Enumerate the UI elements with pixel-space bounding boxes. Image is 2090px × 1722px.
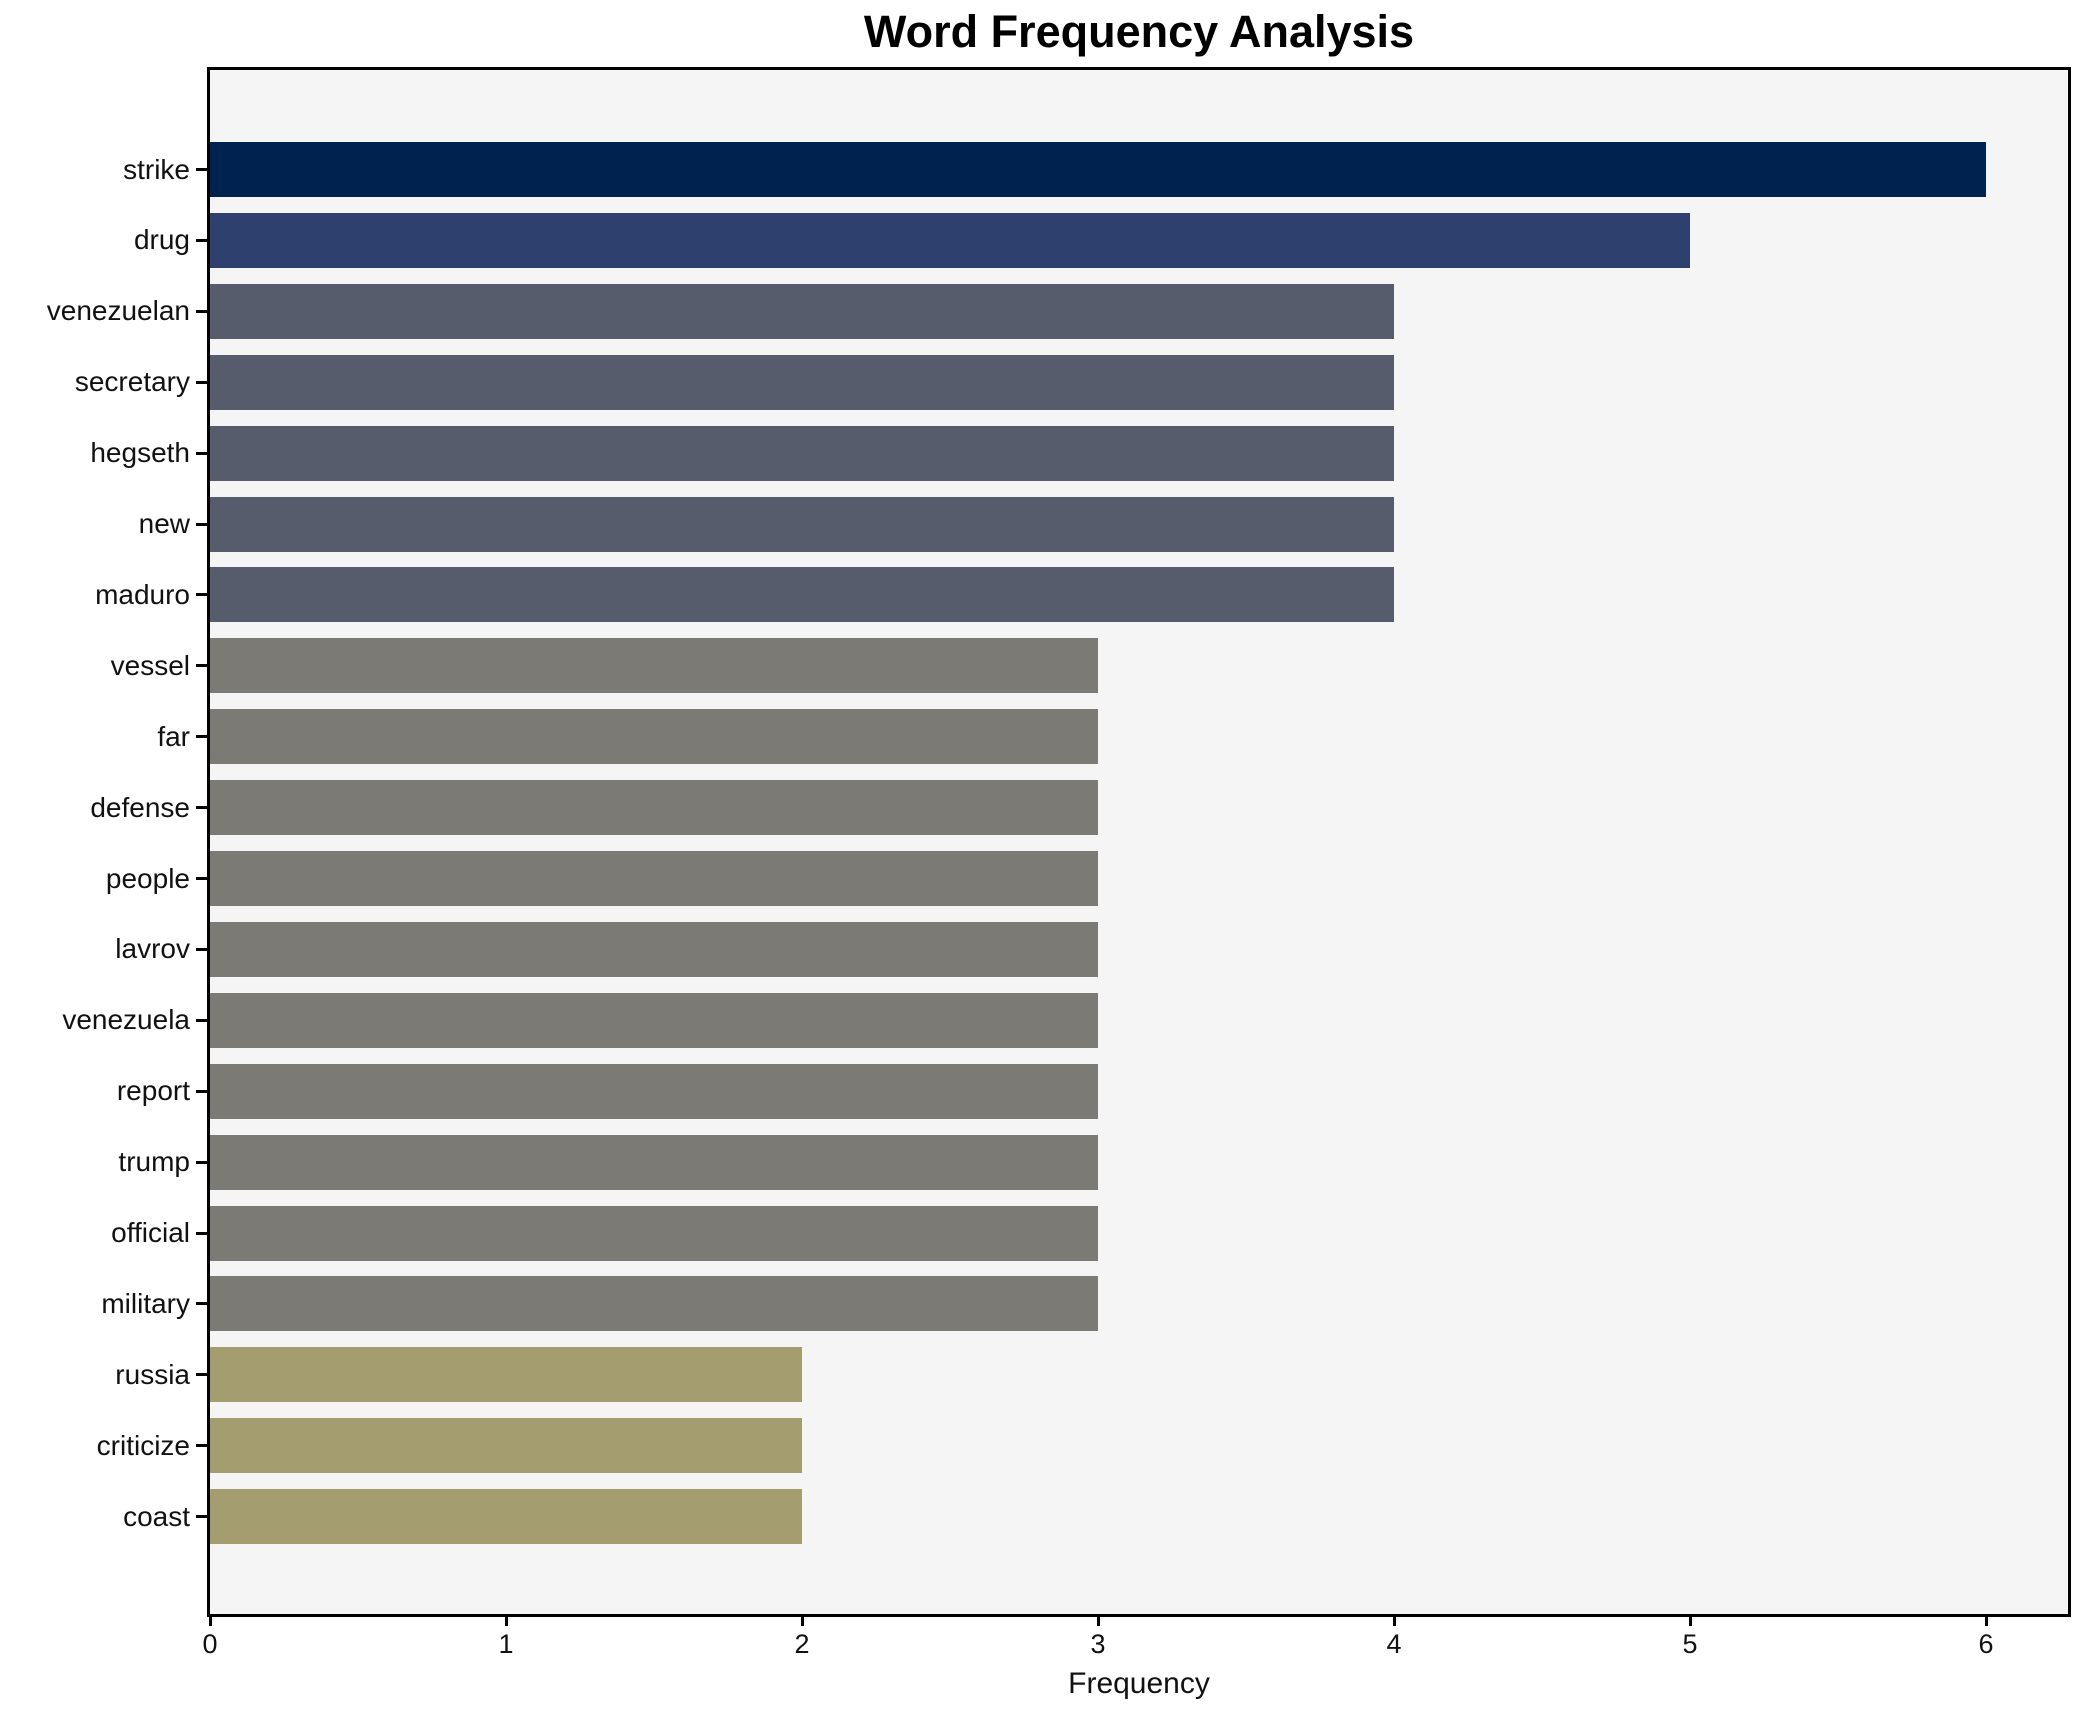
bar-hegseth <box>210 425 1394 481</box>
y-tick-mark-military <box>196 1302 209 1306</box>
x-tick-mark-6 <box>1984 1615 1988 1626</box>
bar-trump <box>210 1134 1098 1190</box>
y-tick-mark-hegseth <box>196 451 209 455</box>
y-tick-mark-criticize <box>196 1444 209 1448</box>
y-tick-mark-venezuelan <box>196 309 209 313</box>
y-tick-mark-maduro <box>196 593 209 597</box>
x-tick-mark-3 <box>1096 1615 1100 1626</box>
y-tick-mark-russia <box>196 1373 209 1377</box>
y-tick-mark-secretary <box>196 380 209 384</box>
y-tick-label-official: official <box>111 1217 190 1248</box>
y-tick-mark-report <box>196 1089 209 1093</box>
bar-secretary <box>210 354 1394 410</box>
x-tick-label-1: 1 <box>498 1629 514 1659</box>
y-tick-label-vessel: vessel <box>110 649 190 681</box>
x-tick-mark-1 <box>504 1615 508 1626</box>
y-tick-label-lavrov: lavrov <box>115 933 190 965</box>
x-tick-mark-5 <box>1688 1615 1692 1626</box>
y-tick-label-criticize: criticize <box>96 1429 190 1461</box>
bar-venezuela <box>210 992 1098 1048</box>
bar-military <box>210 1276 1098 1332</box>
bar-maduro <box>210 567 1394 623</box>
bar-far <box>210 709 1098 765</box>
y-tick-label-russia: russia <box>115 1358 190 1390</box>
x-tick-mark-2 <box>800 1615 804 1626</box>
bar-coast <box>210 1489 802 1545</box>
y-tick-label-far: far <box>157 720 190 752</box>
y-tick-label-strike: strike <box>123 153 190 185</box>
y-tick-mark-new <box>196 522 209 526</box>
x-tick-mark-0 <box>208 1615 212 1626</box>
y-tick-label-hegseth: hegseth <box>90 437 190 469</box>
x-tick-label-0: 0 <box>202 1629 218 1659</box>
bar-strike <box>210 142 1986 197</box>
y-tick-label-maduro: maduro <box>95 578 190 610</box>
x-tick-label-6: 6 <box>1978 1629 1994 1659</box>
y-tick-label-venezuela: venezuela <box>62 1004 190 1036</box>
x-tick-label-3: 3 <box>1090 1629 1106 1659</box>
y-tick-label-trump: trump <box>118 1146 190 1178</box>
bar-defense <box>210 780 1098 836</box>
y-tick-mark-lavrov <box>196 947 209 951</box>
x-tick-mark-4 <box>1392 1615 1396 1626</box>
x-tick-label-2: 2 <box>794 1629 810 1659</box>
bar-people <box>210 851 1098 906</box>
y-tick-label-report: report <box>116 1075 190 1107</box>
x-tick-label-5: 5 <box>1682 1629 1698 1659</box>
y-tick-mark-far <box>196 735 209 739</box>
y-tick-label-venezuelan: venezuelan <box>46 295 190 327</box>
y-tick-label-drug: drug <box>133 224 190 256</box>
bar-official <box>210 1205 1098 1261</box>
bar-report <box>210 1063 1098 1119</box>
y-tick-mark-drug <box>196 238 209 242</box>
y-tick-label-defense: defense <box>90 791 190 823</box>
bar-venezuelan <box>210 283 1394 339</box>
plot-area <box>207 67 2071 1617</box>
y-tick-label-secretary: secretary <box>74 366 190 398</box>
y-tick-mark-vessel <box>196 664 209 668</box>
y-tick-label-new: new <box>138 508 190 539</box>
y-tick-mark-coast <box>196 1515 209 1519</box>
y-tick-mark-defense <box>196 806 209 810</box>
bar-new <box>210 496 1394 552</box>
x-axis-label: Frequency <box>1068 1667 1210 1700</box>
bar-vessel <box>210 638 1098 694</box>
x-tick-label-4: 4 <box>1386 1629 1402 1659</box>
y-tick-label-people: people <box>105 862 190 894</box>
y-tick-mark-venezuela <box>196 1018 209 1022</box>
y-tick-mark-strike <box>196 168 209 171</box>
bar-lavrov <box>210 921 1098 977</box>
y-tick-label-coast: coast <box>123 1500 190 1532</box>
y-tick-mark-people <box>196 877 209 880</box>
bar-drug <box>210 212 1690 268</box>
y-tick-mark-trump <box>196 1160 209 1164</box>
chart-title: Word Frequency Analysis <box>863 6 1415 57</box>
y-tick-mark-official <box>196 1231 209 1235</box>
bar-russia <box>210 1347 802 1403</box>
bar-criticize <box>210 1418 802 1474</box>
y-tick-label-military: military <box>101 1287 190 1319</box>
